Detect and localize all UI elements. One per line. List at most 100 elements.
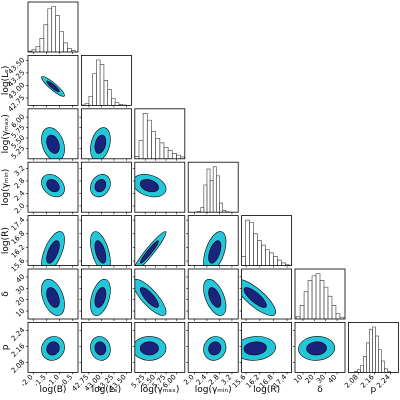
panel-content — [203, 336, 227, 361]
hist-bin — [378, 349, 382, 373]
panel-frame — [81, 161, 132, 213]
y-tick-label: 16.8 — [10, 230, 27, 247]
hist-bin — [261, 244, 266, 266]
hist-bin — [269, 252, 274, 266]
panel-frame — [27, 55, 79, 106]
x-tick-label: 30 — [315, 373, 327, 385]
hist-bin — [375, 335, 379, 373]
panel-content — [41, 336, 65, 361]
hist-bin — [159, 142, 165, 159]
panel-content — [81, 59, 127, 106]
panel-content — [354, 326, 391, 373]
hist-bin — [39, 38, 45, 52]
y-tick-label: 2.8 — [13, 177, 27, 191]
panel-frame — [27, 268, 79, 320]
panel-content — [194, 166, 232, 213]
x-tick-label: 2.08 — [343, 373, 360, 390]
hist-bin — [99, 64, 105, 106]
panel — [132, 161, 186, 215]
panel-frame — [187, 215, 239, 267]
panel-frame — [134, 108, 186, 160]
hist-bin — [285, 264, 290, 266]
hist-bin — [257, 240, 262, 266]
contour — [208, 287, 222, 308]
panel-content — [241, 336, 276, 361]
panel-frame — [294, 268, 346, 320]
hist-bin — [107, 89, 112, 106]
hist-bin — [209, 180, 214, 213]
panel — [79, 268, 132, 321]
hist-bin — [200, 207, 205, 213]
hist-bin — [151, 131, 156, 159]
contour — [46, 341, 60, 356]
hist-bin — [215, 175, 220, 213]
panel-frame — [187, 161, 239, 213]
panel-frame — [27, 215, 79, 267]
contour — [46, 287, 60, 308]
panel-content — [241, 278, 276, 316]
panel-frame — [187, 268, 239, 320]
hist-bin — [59, 31, 64, 52]
contour — [139, 179, 159, 193]
panel — [187, 161, 239, 215]
panel-frame — [81, 268, 132, 320]
y-tick-label: 15.6 — [10, 256, 27, 273]
hist-bin — [249, 222, 254, 266]
hist-bin — [47, 8, 53, 52]
y-tick-label: 2.0 — [13, 202, 27, 216]
hist-bin — [103, 80, 108, 106]
hist-bin — [176, 154, 181, 159]
panel: 2.08 2.16 2.24p — [343, 321, 399, 395]
contour — [46, 179, 60, 193]
hist-bin — [43, 24, 49, 52]
x-tick-label: 15.6 — [231, 373, 248, 390]
panel — [186, 268, 239, 321]
x-axis-label: log(Lₑ) — [92, 385, 122, 395]
panel-frame — [27, 108, 79, 160]
panel — [186, 215, 239, 268]
panel-frame — [81, 321, 132, 373]
panel-content — [134, 112, 185, 159]
panel-frame — [187, 321, 239, 373]
panel-frame — [134, 161, 186, 213]
panel — [132, 215, 186, 268]
hist-bin — [303, 291, 309, 319]
panel — [239, 268, 293, 321]
y-tick-label: 16.2 — [10, 243, 27, 260]
panel-frame — [81, 55, 132, 106]
contour — [139, 240, 159, 264]
x-tick-label: -2.0 — [19, 373, 34, 388]
panel-content — [134, 336, 167, 361]
hist-bin — [206, 168, 211, 213]
hist-bin — [366, 342, 370, 373]
panel-content — [41, 76, 65, 97]
hist-bin — [163, 147, 169, 159]
y-tick-label: 20 — [14, 295, 26, 307]
panel-content — [298, 336, 336, 361]
panel-frame — [347, 321, 399, 373]
hist-bin — [67, 48, 72, 52]
x-tick-label: 20 — [304, 373, 316, 385]
contour — [139, 341, 159, 356]
contour — [46, 240, 60, 264]
hist-bin — [360, 365, 364, 373]
panel-frame — [294, 321, 346, 373]
y-tick-label: 2.4 — [13, 189, 27, 203]
contour — [139, 287, 159, 308]
y-tick-label: 2.08 — [10, 358, 27, 375]
x-axis-label: log(R) — [253, 385, 280, 395]
y-axis-label: δ — [1, 291, 11, 297]
hist-bin — [171, 152, 177, 159]
hist-bin — [311, 275, 317, 319]
hist-bin — [323, 286, 329, 319]
hist-bin — [277, 259, 282, 266]
y-axis-label: log(R) — [1, 227, 11, 254]
hist-bin — [96, 59, 101, 106]
y-tick-label: 40 — [14, 273, 26, 285]
y-tick-label: 10 — [14, 307, 26, 319]
hist-bin — [245, 219, 250, 266]
